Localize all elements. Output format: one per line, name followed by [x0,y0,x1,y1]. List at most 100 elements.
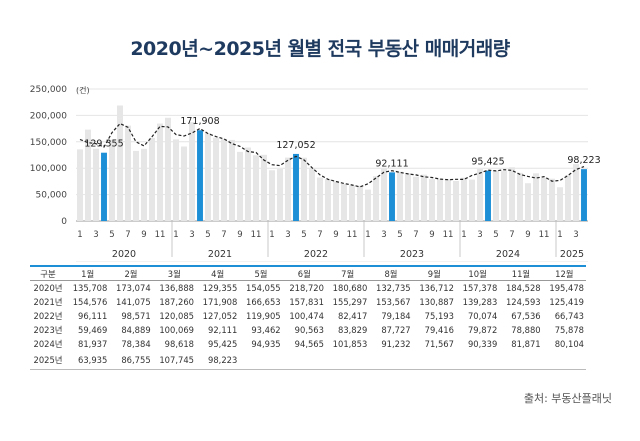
x-tick-label: 1 [269,230,274,240]
x-tick-label: 7 [413,230,418,240]
bar [333,181,339,221]
highlight-bar [197,130,203,221]
x-tick-label: 3 [381,230,386,240]
bar [469,179,475,221]
source-credit: 출처: 부동산플래닛 [523,392,612,405]
table-year-cell: 2024년 [33,339,63,349]
x-tick-label: 9 [333,230,338,240]
bar [277,168,283,221]
table-cell: 94,935 [251,339,281,349]
x-tick-label: 9 [429,230,434,240]
bar [221,139,227,221]
table-header-month: 6월 [282,265,326,281]
highlight-bar [389,172,395,221]
table-cell: 70,074 [467,311,498,321]
table-year-cell: 2021년 [33,297,63,307]
bar [301,157,307,221]
table-year-cell: 2023년 [33,325,63,335]
table-cell: 80,104 [554,339,584,349]
year-label: 2021 [208,249,232,260]
year-label: 2024 [496,249,520,260]
table-cell: 100,474 [289,311,324,321]
table-cell [412,351,456,370]
bar [477,168,483,221]
table-cell: 90,339 [467,339,498,349]
table-cell: 100,069 [159,325,194,335]
table-row: 2025년 63,935 86,755 107,745 98,223 [30,351,586,370]
table-cell: 94,565 [294,339,324,349]
bar [421,174,427,221]
bar [397,171,403,221]
bar [85,129,91,221]
bar [285,157,291,221]
table-cell: 127,052 [202,311,238,321]
bar [165,117,171,221]
table-header-month: 2월 [109,265,153,281]
bar [245,147,251,221]
x-tick-label: 3 [189,230,194,240]
x-tick-label: 1 [461,230,466,240]
bar [189,122,195,221]
data-label: 95,425 [471,157,504,168]
x-tick-label: 1 [557,230,562,240]
x-tick-label: 7 [509,230,514,240]
table-cell: 79,872 [467,325,498,335]
table-cell: 180,680 [332,283,368,293]
table-cell: 129,355 [202,283,238,293]
bar [181,146,187,221]
table-cell: 171,908 [202,297,238,307]
bar [573,164,579,221]
bar [205,133,211,221]
data-label: 129,355 [84,139,123,150]
data-label: 171,908 [180,116,219,127]
table-row: 2024년 81,937 78,384 98,618 95,425 94,935 94,56… [30,337,586,351]
data-label: 92,111 [375,158,408,169]
x-tick-label: 3 [573,230,578,240]
highlight-bar [485,170,491,221]
table-cell: 107,745 [152,351,196,370]
y-tick-label: 150,000 [30,138,67,148]
table-cell: 119,905 [246,311,281,321]
table-cell: 187,260 [159,297,194,307]
table-row: 2022년 96,111 98,571 120,085 127,052 119,905 10… [30,309,586,323]
table-cell: 120,085 [159,311,194,321]
table-cell: 101,853 [332,339,368,349]
bar [117,105,123,221]
x-tick-label: 3 [477,230,482,240]
table-cell: 81,871 [511,339,541,349]
bar [501,171,507,221]
table-header-month: 3월 [152,265,196,281]
table-cell: 91,232 [381,339,411,349]
bar [341,184,347,221]
table-cell: 195,478 [549,283,584,293]
bar [109,139,115,221]
table-header-month: 12월 [542,265,586,281]
data-label: 98,223 [567,155,600,166]
x-tick-label: 7 [221,230,226,240]
table-cell [455,351,500,370]
table-cell: 79,184 [381,311,411,321]
table-header-month: 1월 [66,265,110,281]
data-table: 구분 1월 2월 3월 4월 5월 6월 7월 8월 9월 10월 11월 12월 2020년 135,7… [30,265,586,370]
table-cell [542,351,586,370]
table-cell: 218,720 [289,283,324,293]
bar [349,185,355,221]
table-cell: 87,727 [381,325,411,335]
table-cell: 66,743 [554,311,584,321]
table-cell: 166,653 [246,297,281,307]
x-tick-label: 11 [539,230,550,240]
table-cell: 83,829 [337,325,368,335]
bar [509,167,515,221]
table-cell: 90,563 [294,325,324,335]
table-cell: 75,878 [554,325,584,335]
highlight-bar [101,152,107,221]
table-header-month: 10월 [455,265,500,281]
table-header-label: 구분 [30,265,66,281]
table-cell: 135,708 [72,283,108,293]
bar [541,177,547,221]
table-cell: 78,880 [511,325,541,335]
table-cell: 157,378 [462,283,498,293]
x-tick-label: 11 [251,230,262,240]
bar [141,148,147,221]
table-cell [369,351,413,370]
